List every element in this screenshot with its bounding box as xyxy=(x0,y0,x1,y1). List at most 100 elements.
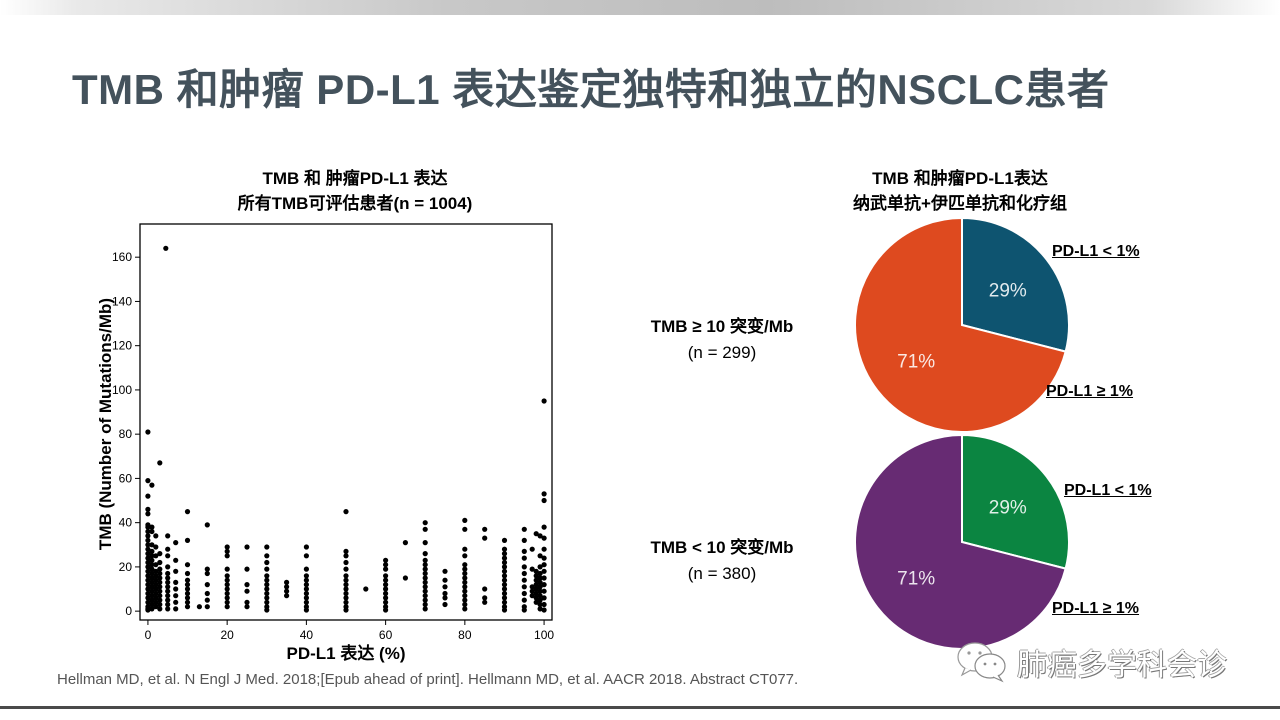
scatter-point xyxy=(303,595,309,601)
scatter-point xyxy=(533,573,539,579)
scatter-point xyxy=(422,551,428,557)
scatter-point xyxy=(204,566,210,572)
scatter-point xyxy=(303,573,309,579)
scatter-point xyxy=(482,599,488,605)
scatter-point xyxy=(422,526,428,532)
scatter-point xyxy=(196,604,202,610)
scatter-point xyxy=(303,586,309,592)
scatter-point xyxy=(145,506,151,512)
scatter-point xyxy=(204,570,210,577)
pie-slice-label: 71% xyxy=(897,569,935,590)
scatter-point xyxy=(145,590,151,597)
scatter-point xyxy=(541,562,547,568)
scatter-point xyxy=(501,577,508,583)
scatter-point xyxy=(244,566,250,572)
scatter-point xyxy=(157,579,163,586)
scatter-point xyxy=(165,575,171,581)
scatter-point xyxy=(149,579,155,586)
scatter-point xyxy=(422,540,428,546)
scatter-point xyxy=(153,586,159,592)
scatter-point xyxy=(343,599,349,605)
scatter-point xyxy=(303,566,309,572)
scatter-point xyxy=(224,604,230,610)
scatter-point xyxy=(184,604,191,610)
scatter-point xyxy=(264,544,270,550)
scatter-point xyxy=(157,593,163,599)
scatter-point xyxy=(157,597,163,603)
scatter-point xyxy=(462,593,468,599)
scatter-point xyxy=(501,546,508,552)
scatter-point xyxy=(529,584,535,590)
scatter-point xyxy=(462,584,468,590)
top-gradient-bar xyxy=(0,0,1280,15)
scatter-point xyxy=(153,562,159,568)
scatter-point xyxy=(383,562,389,568)
plot-frame xyxy=(139,223,553,621)
x-tick-label: 20 xyxy=(220,628,234,642)
scatter-point xyxy=(501,568,508,574)
scatter-point xyxy=(383,577,389,583)
scatter-point xyxy=(533,599,539,605)
scatter-point xyxy=(149,557,155,563)
scatter-point xyxy=(157,566,163,572)
scatter-point xyxy=(244,604,250,610)
scatter-point xyxy=(533,586,539,592)
scatter-point xyxy=(149,601,155,608)
scatter-point xyxy=(244,582,250,588)
scatter-point xyxy=(343,548,349,555)
scatter-point xyxy=(442,601,448,608)
scatter-point xyxy=(165,597,171,603)
scatter-point xyxy=(149,593,155,599)
scatter-point xyxy=(224,582,230,588)
scatter-point xyxy=(145,555,151,561)
scatter-point xyxy=(153,553,159,559)
legend-pd-l1-ge1-high: PD-L1 ≥ 1% xyxy=(1046,383,1134,400)
scatter-point xyxy=(264,599,270,605)
scatter-point xyxy=(537,553,543,559)
scatter-point xyxy=(537,597,543,603)
scatter-point xyxy=(541,568,547,574)
scatter-point xyxy=(145,607,151,613)
legend-pd-l1-lt1-high: PD-L1 < 1% xyxy=(1052,243,1140,260)
scatter-point xyxy=(343,586,349,592)
group-n-high-tmb: (n = 299) xyxy=(687,343,757,362)
scatter-point xyxy=(184,586,191,592)
scatter-point xyxy=(343,590,349,597)
scatter-point xyxy=(145,493,151,499)
scatter-point xyxy=(145,573,151,579)
y-tick-label: 0 xyxy=(125,604,132,618)
scatter-point xyxy=(482,586,488,592)
scatter-point xyxy=(244,588,250,594)
scatter-point xyxy=(264,577,270,583)
pie-title: TMB 和肿瘤PD-L1表达 纳武单抗+伊匹单抗和化疗组 xyxy=(790,166,1130,216)
scatter-point xyxy=(284,593,290,599)
x-axis-label: PD-L1 表达 (%) xyxy=(287,643,406,663)
group-label-low-tmb: TMB < 10 突变/Mb (n = 380) xyxy=(612,535,832,587)
scatter-point xyxy=(537,570,543,577)
x-tick-label: 0 xyxy=(145,628,152,642)
scatter-point xyxy=(244,544,250,550)
scatter-point xyxy=(501,555,508,561)
scatter-point xyxy=(145,542,151,548)
scatter-point xyxy=(462,546,468,552)
scatter-point xyxy=(541,607,547,613)
y-axis-label: TMB (Number of Mutations/Mb) xyxy=(96,298,115,550)
scatter-point xyxy=(383,595,389,601)
scatter-point xyxy=(383,586,389,592)
scatter-point xyxy=(541,398,547,404)
scatter-point xyxy=(173,606,179,612)
scatter-point xyxy=(153,544,159,550)
scatter-point xyxy=(157,584,163,590)
scatter-point xyxy=(462,597,468,603)
scatter-point xyxy=(149,524,155,530)
scatter-point xyxy=(422,557,428,563)
scatter-point xyxy=(145,533,151,539)
y-tick-label: 20 xyxy=(119,560,133,574)
scatter-point xyxy=(165,553,171,559)
y-tick-label: 40 xyxy=(119,516,133,530)
scatter-point xyxy=(303,590,309,597)
scatter-title: TMB 和 肿瘤PD-L1 表达 所有TMB可评估患者(n = 1004) xyxy=(150,166,560,216)
scatter-point xyxy=(204,590,210,597)
scatter-point xyxy=(145,511,151,517)
scatter-point xyxy=(165,606,171,612)
